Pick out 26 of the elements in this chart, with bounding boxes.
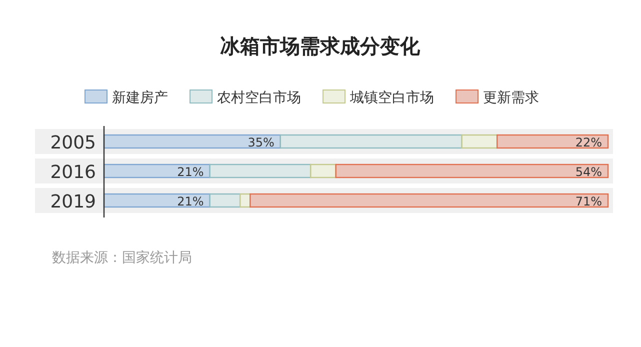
legend-label: 新建房产: [112, 90, 168, 106]
y-tick-label: 2016: [50, 162, 96, 183]
bar: [280, 134, 462, 149]
bar: [250, 193, 609, 208]
y-tick-label: 2019: [50, 192, 96, 212]
data-label: 22%: [575, 136, 602, 150]
legend-label: 城镇空白市场: [349, 90, 434, 106]
data-label: 21%: [177, 165, 204, 179]
data-label: 35%: [248, 136, 274, 150]
bar: [103, 164, 210, 178]
bar: [103, 134, 281, 149]
data-label: 54%: [575, 165, 602, 179]
legend-label: 农村空白市场: [217, 90, 301, 106]
y-tick-label: 2005: [50, 132, 96, 154]
bar: [209, 193, 241, 208]
data-label: 71%: [575, 194, 602, 208]
bar: [496, 134, 609, 149]
bar: [103, 193, 210, 208]
bar: [335, 164, 609, 178]
bar: [310, 164, 336, 178]
legend-label: 更新需求: [483, 90, 539, 106]
bar: [209, 164, 312, 178]
chart-title: 冰箱市场需求成分变化: [220, 34, 421, 58]
data-label: 21%: [177, 194, 204, 208]
source-note: 数据来源：国家统计局: [52, 250, 192, 266]
bar: [461, 134, 498, 149]
